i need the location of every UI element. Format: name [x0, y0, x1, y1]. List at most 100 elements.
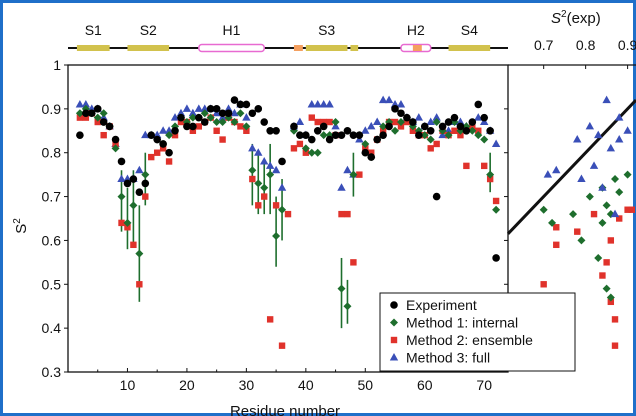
data-point-triangle: [182, 104, 192, 112]
data-point-diamond: [486, 170, 495, 179]
inset-point-triangle: [585, 121, 595, 130]
data-point-triangle: [432, 113, 441, 121]
data-point-square: [433, 140, 440, 148]
inset-point-diamond: [594, 253, 603, 262]
x-tick-label: 60: [417, 377, 433, 393]
inset-point-triangle: [573, 135, 582, 143]
structure-label: S3: [318, 22, 335, 38]
y-tick-label: 0.5: [42, 276, 62, 292]
data-point-square: [213, 127, 220, 134]
data-point-circle: [438, 122, 447, 131]
inset-point-triangle: [552, 165, 561, 174]
data-point-diamond: [349, 170, 358, 179]
data-point-diamond: [93, 113, 102, 122]
legend-marker-circle: [390, 301, 398, 309]
data-point-circle: [266, 126, 274, 135]
structure-label: H2: [407, 22, 425, 38]
data-point-triangle: [414, 113, 424, 121]
data-point-square: [94, 118, 101, 126]
data-point-triangle: [117, 174, 126, 183]
data-point-diamond: [426, 135, 435, 144]
data-point-square: [165, 158, 173, 165]
data-point-diamond: [396, 118, 405, 127]
data-point-square: [326, 118, 333, 126]
y-tick-label: 0.6: [42, 232, 62, 248]
data-point-diamond: [301, 144, 310, 153]
inset-point-square: [590, 210, 598, 218]
diagonal-line: [506, 99, 636, 235]
y-tick-label: 0.4: [42, 320, 62, 336]
inset-point-square: [628, 206, 636, 213]
inset-point-diamond: [602, 201, 611, 210]
data-point-circle: [302, 131, 310, 139]
data-point-diamond: [200, 109, 209, 118]
data-point-square: [261, 193, 268, 200]
data-point-triangle: [260, 156, 269, 165]
data-point-diamond: [432, 118, 441, 127]
data-point-triangle: [474, 113, 483, 121]
data-point-triangle: [242, 113, 251, 121]
data-point-circle: [76, 131, 84, 139]
inset-point-square: [607, 298, 615, 306]
data-point-triangle: [271, 165, 281, 174]
data-point-square: [451, 127, 458, 134]
data-point-circle: [349, 131, 358, 139]
data-point-circle: [195, 113, 203, 122]
data-point-circle: [307, 135, 316, 144]
data-point-circle: [343, 126, 352, 135]
data-point-circle: [218, 109, 227, 118]
data-point-diamond: [492, 205, 501, 214]
data-point-circle: [415, 131, 423, 139]
data-point-triangle: [176, 108, 186, 117]
data-point-square: [255, 202, 262, 209]
data-point-circle: [385, 122, 393, 131]
data-point-circle: [135, 188, 144, 196]
loop-segment: [350, 45, 359, 51]
inset-point-square: [624, 206, 631, 213]
data-point-square: [344, 210, 351, 218]
data-point-triangle: [343, 165, 352, 174]
data-point-triangle: [141, 130, 150, 139]
data-point-triangle: [277, 183, 287, 191]
inset-point-diamond: [548, 218, 557, 227]
data-point-circle: [242, 100, 251, 109]
data-point-square: [290, 145, 298, 152]
data-point-triangle: [361, 126, 370, 134]
data-point-circle: [212, 105, 221, 113]
data-point-triangle: [194, 104, 204, 112]
data-point-triangle: [81, 99, 91, 108]
inset-point-diamond: [615, 188, 624, 197]
legend-label: Method 3: full: [406, 350, 490, 366]
data-point-triangle: [337, 183, 346, 191]
data-point-square: [284, 210, 292, 218]
inset-point-triangle: [606, 143, 616, 152]
data-point-triangle: [307, 99, 316, 108]
data-point-circle: [206, 105, 215, 113]
y-axis-label: S2: [12, 218, 30, 234]
data-point-triangle: [170, 113, 180, 121]
data-point-triangle: [224, 104, 233, 112]
data-point-triangle: [200, 104, 209, 112]
data-point-circle: [420, 122, 429, 131]
inset-point-triangle: [577, 174, 586, 183]
data-point-square: [368, 149, 375, 156]
strand-segment: [76, 45, 110, 51]
data-point-square: [171, 131, 179, 139]
inset-point-square: [607, 237, 615, 244]
inset-point-square: [540, 281, 547, 288]
data-point-triangle: [372, 117, 382, 126]
data-point-diamond: [248, 166, 257, 175]
data-point-square: [76, 114, 84, 121]
data-point-diamond: [474, 131, 483, 140]
data-point-square: [266, 316, 274, 323]
y-tick-label: 0.8: [42, 145, 62, 161]
data-point-square: [403, 118, 411, 126]
data-point-diamond: [212, 118, 221, 127]
data-point-triangle: [295, 117, 305, 126]
inset-point-triangle: [602, 95, 611, 104]
data-point-triangle: [367, 121, 376, 130]
loop-segment: [293, 45, 303, 51]
data-point-circle: [319, 122, 328, 131]
data-point-circle: [177, 113, 185, 122]
